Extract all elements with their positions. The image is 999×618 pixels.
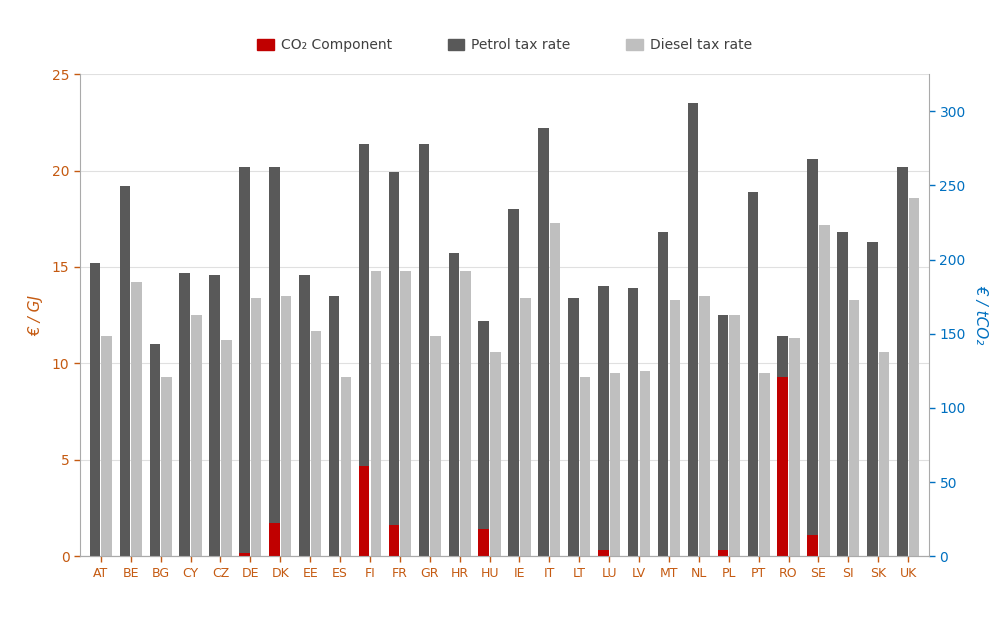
Bar: [120, 186, 130, 556]
Bar: [389, 172, 400, 556]
Bar: [269, 167, 280, 556]
Bar: [102, 336, 112, 556]
Bar: [729, 315, 740, 556]
Bar: [717, 315, 728, 556]
Bar: [628, 288, 638, 556]
Bar: [281, 296, 292, 556]
Bar: [897, 167, 907, 556]
Bar: [449, 253, 460, 556]
Bar: [598, 286, 608, 556]
Bar: [639, 371, 650, 556]
Bar: [359, 465, 370, 556]
Bar: [180, 273, 190, 556]
Bar: [520, 298, 530, 556]
Bar: [549, 222, 560, 556]
Bar: [777, 336, 788, 556]
Bar: [431, 336, 441, 556]
Bar: [807, 159, 818, 556]
Bar: [658, 232, 668, 556]
Bar: [759, 373, 769, 556]
Y-axis label: € / GJ: € / GJ: [29, 295, 44, 336]
Bar: [221, 341, 232, 556]
Bar: [491, 352, 500, 556]
Bar: [508, 209, 518, 556]
Bar: [131, 282, 142, 556]
Bar: [538, 128, 548, 556]
Bar: [299, 274, 310, 556]
Bar: [191, 315, 202, 556]
Bar: [210, 274, 220, 556]
Bar: [579, 377, 590, 556]
Bar: [819, 224, 829, 556]
Bar: [807, 535, 818, 556]
Bar: [461, 271, 471, 556]
Bar: [479, 321, 489, 556]
Bar: [479, 529, 489, 556]
Bar: [90, 263, 100, 556]
Bar: [240, 553, 250, 556]
Bar: [401, 271, 411, 556]
Bar: [329, 296, 340, 556]
Bar: [867, 242, 878, 556]
Bar: [687, 103, 698, 556]
Bar: [240, 167, 250, 556]
Bar: [311, 331, 322, 556]
Bar: [879, 352, 889, 556]
Bar: [609, 373, 620, 556]
Bar: [849, 300, 859, 556]
Bar: [699, 296, 710, 556]
Bar: [341, 377, 351, 556]
Bar: [777, 377, 788, 556]
Bar: [837, 232, 848, 556]
Bar: [598, 551, 608, 556]
Bar: [747, 192, 758, 556]
Bar: [251, 298, 262, 556]
Bar: [669, 300, 680, 556]
Bar: [161, 377, 172, 556]
Bar: [359, 143, 370, 556]
Bar: [150, 344, 160, 556]
Bar: [909, 198, 919, 556]
Bar: [389, 525, 400, 556]
Bar: [789, 338, 799, 556]
Bar: [371, 271, 381, 556]
Bar: [717, 551, 728, 556]
Bar: [269, 523, 280, 556]
Bar: [419, 143, 430, 556]
Y-axis label: € / tCO₂: € / tCO₂: [973, 286, 988, 345]
Legend: CO₂ Component, Petrol tax rate, Diesel tax rate: CO₂ Component, Petrol tax rate, Diesel t…: [252, 33, 757, 58]
Bar: [568, 298, 578, 556]
